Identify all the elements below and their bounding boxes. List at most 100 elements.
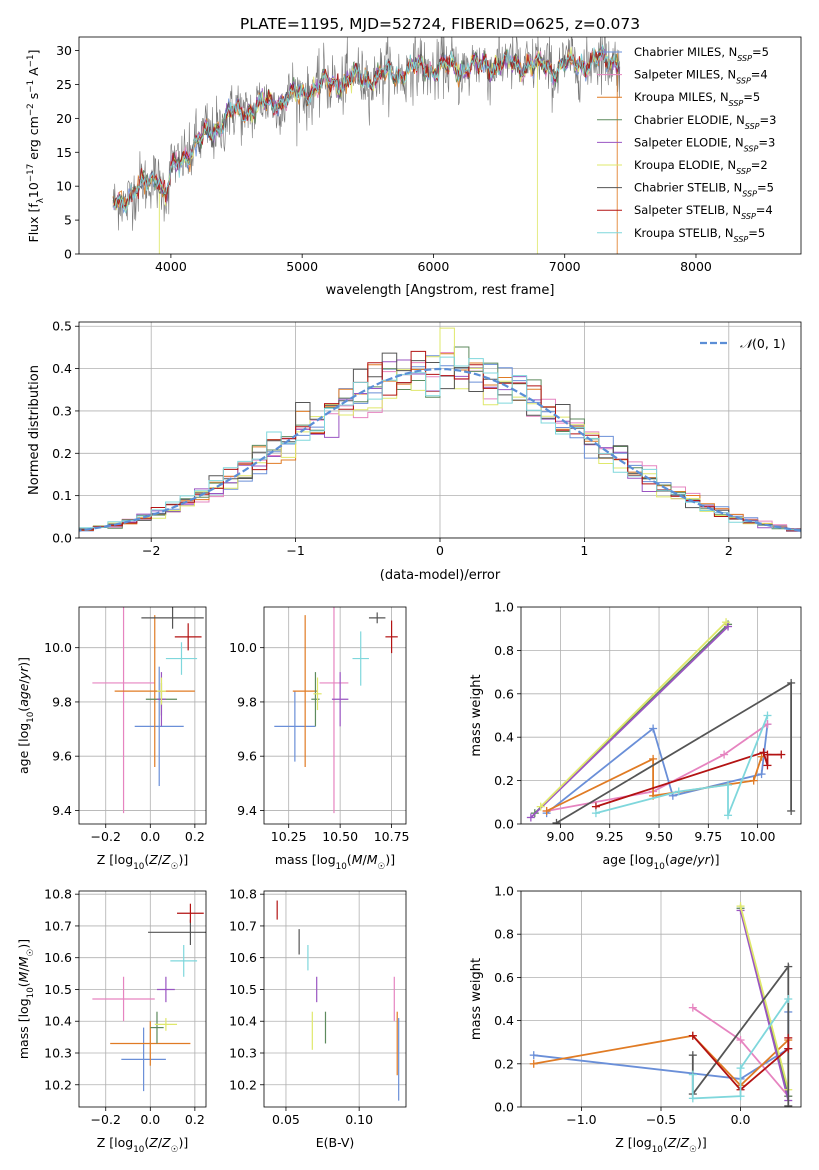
y-tick-label: 1.0 [494,884,514,899]
y-tick-label: 9.6 [52,749,72,764]
x-tick-label: 5000 [286,259,318,274]
series-point-chabrier-stelib [787,806,796,815]
errorbar-kroupa-stelib [170,945,198,977]
x-tick-label: 0.2 [185,829,205,844]
series-point-chabrier-stelib [784,962,793,971]
x-tick-label: 6000 [418,259,450,274]
x-tick-label: 10.25 [271,829,307,844]
axes-frame [78,606,207,825]
series-point-chabrier-miles [529,1051,538,1060]
x-tick-label: −0.5 [646,1112,676,1127]
axes-frame [78,890,207,1108]
errorbar-kroupa-miles [292,615,318,768]
y-tick-label: 10.7 [44,918,72,933]
y-tick-label: 0.4 [494,730,514,745]
panel-spectrum: 4000 5000 6000 7000 8000 0 5 10 15 20 25 30 Chabrier… [26,36,802,298]
x-tick-label: 4000 [155,259,187,274]
x-tick-label: 2 [725,543,733,558]
y-tick-label: 9.4 [237,803,257,818]
axes-frame [263,606,407,825]
x-tick-label: 9.25 [596,829,624,844]
y-tick-label: 1.0 [494,600,514,615]
plot-area-age-mass [264,607,406,824]
series-point-kroupa-elodie [536,802,545,811]
legend-label-salpeter-elodie: Salpeter ELODIE, NSSP=3 [634,135,775,153]
x-tick-label: 8000 [680,259,712,274]
legend-label-chabrier-elodie: Chabrier ELODIE, NSSP=3 [634,113,776,131]
y-tick-label: 9.6 [237,749,257,764]
y-axis-label: Normed distribution [27,365,42,495]
plot-area-mass-EBV [264,891,406,1107]
errorbar-kroupa-elodie [156,677,166,705]
y-tick-label: 10.4 [229,1014,257,1029]
axes-frame [520,890,802,1108]
series-point-salpeter-miles [720,750,729,759]
legend-label-kroupa-elodie: Kroupa ELODIE, NSSP=2 [634,158,768,176]
series-point-kroupa-stelib [763,711,772,720]
plot-area-massweight-Z [521,891,801,1107]
x-axis-label: E(B-V) [316,1135,355,1150]
y-tick-label: 10 [56,179,72,194]
y-tick-label: 10.3 [229,1046,257,1061]
x-tick-label: 1 [580,543,588,558]
panel-residuals: −2 −1 0 1 2 0.0 0.1 0.2 0.3 0.4 0.5 𝒩(0, 1) (data-mo… [27,319,802,583]
series-line-chabrier-stelib [556,681,792,824]
errorbar-chabrier-miles [134,666,184,787]
plot-area-spectrum [112,37,621,254]
y-tick-label: 0.0 [494,817,514,832]
series-line-salpeter-stelib [692,1035,790,1091]
series-point-kroupa-stelib [736,1064,745,1073]
x-tick-label: 0.2 [185,1112,205,1127]
y-tick-label: 0 [64,247,72,262]
series-point-chabrier-miles [757,770,766,779]
y-axis-label: age [log10(age/yr)] [16,657,36,774]
series-line-salpeter-elodie [530,625,729,819]
y-tick-label: 15 [56,145,72,160]
legend-label-kroupa-miles: Kroupa MILES, NSSP=5 [634,90,760,108]
errorbar-salpeter-miles [92,607,155,814]
errorbar-kroupa-stelib [165,642,198,675]
series-point-chabrier-stelib [552,818,561,824]
x-tick-label: 9.75 [694,829,722,844]
series-point-chabrier-stelib [688,1051,697,1060]
x-tick-label: −2 [142,543,160,558]
y-tick-label: 10.0 [44,640,72,655]
series-line-salpeter-miles [546,723,769,812]
series-point-salpeter-elodie [526,813,535,822]
y-axis-label: Flux [fλ10−17 erg cm−2 s−1 A−1] [26,50,46,243]
x-tick-label: 7000 [549,259,581,274]
errorbar-kroupa-stelib [352,631,369,686]
series-point-kroupa-stelib [736,1092,745,1101]
y-tick-label: 10.7 [229,918,257,933]
y-tick-label: 0.2 [52,446,72,461]
series-line-kroupa-elodie [540,621,727,808]
errorbar-chabrier-miles [274,691,316,762]
y-tick-label: 25 [56,77,72,92]
normal-curve [79,367,801,532]
x-tick-label: 10.75 [374,829,410,844]
series-point-kroupa-stelib [784,995,793,1003]
figure-title: PLATE=1195, MJD=52724, FIBERID=0625, z=0… [240,15,640,33]
y-axis-label: mass [log10(M/M☉)] [16,939,36,1059]
series-point-salpeter-miles [736,1036,745,1045]
errorbar-chabrier-elodie [150,1011,164,1044]
series-point-salpeter-elodie [724,622,733,631]
y-tick-label: 30 [56,43,72,58]
panel-age-Z: −0.2 0.0 0.2 9.4 9.6 9.8 10.0 Z [log10(Z/Z☉)] ag… [16,606,207,872]
x-axis-label: Z [log10(Z/Z☉)] [97,1135,189,1155]
series-point-kroupa-miles [649,754,658,763]
y-tick-label: 10.0 [229,640,257,655]
series-point-chabrier-stelib [784,1101,793,1107]
panel-massweight-Z: −1.0 −0.5 0.0 0.0 0.2 0.4 0.6 0.8 1.0 Z [log10(Z/… [469,884,802,1155]
y-tick-label: 5 [64,213,72,228]
spectrum-model-kroupa-stelib [112,44,620,214]
legend-normal-label: 𝒩(0, 1) [740,336,786,351]
errorbar-salpeter-stelib [177,903,204,923]
series-point-kroupa-stelib [674,787,683,796]
errorbar-chabrier-stelib [141,607,204,629]
panel-mass-EBV: 0.05 0.10 10.2 10.3 10.4 10.5 10.6 10.7 10.8 E(B-… [229,887,407,1150]
y-tick-label: 10.5 [44,982,72,997]
series-point-kroupa-stelib [591,809,600,818]
series-point-kroupa-miles [542,806,551,815]
